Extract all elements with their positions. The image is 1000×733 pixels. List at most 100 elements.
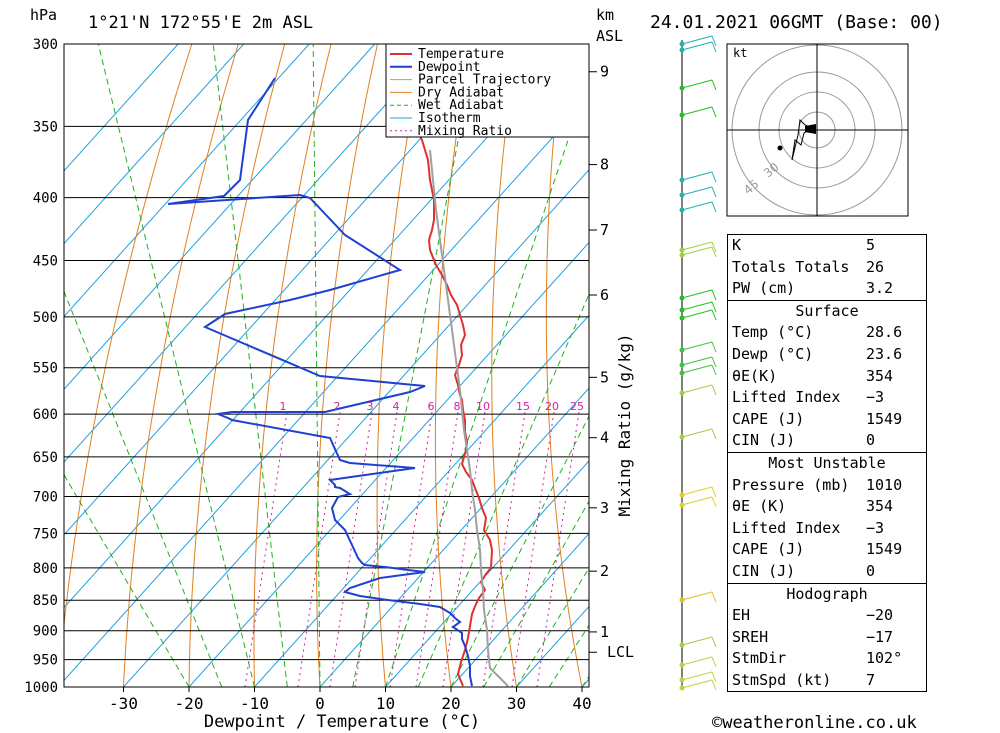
dry-adiabat-line [123, 44, 239, 687]
km-tick-label: 5 [600, 368, 609, 386]
mixing-ratio-label: 20 [545, 400, 559, 413]
dry-adiabat-line [253, 44, 332, 687]
stat-row: Pressure (mb) 1010 [728, 475, 926, 497]
mixing-ratio-line [354, 411, 398, 687]
pressure-tick-label: 900 [33, 624, 58, 640]
barb-shaft [681, 289, 713, 299]
temp-tick-label: 20 [441, 694, 460, 713]
stat-label: CAPE (J) [732, 540, 805, 559]
pressure-tick-label: 350 [33, 119, 58, 135]
mixing-ratio-line [329, 411, 373, 687]
stat-row: Dewp (°C) 23.6 [728, 344, 926, 366]
mixing-ratio-line [415, 411, 459, 687]
mixing-ratio-line [482, 411, 526, 687]
temp-tick-label: 0 [315, 694, 325, 713]
isotherm-line [188, 241, 589, 687]
stat-label: Totals Totals [732, 257, 850, 276]
stat-value: 1549 [866, 409, 903, 428]
mixing-ratio-line [511, 411, 555, 687]
stat-value: 1549 [866, 540, 903, 559]
barb-flag [711, 496, 717, 508]
barb-shaft [681, 41, 713, 51]
barb-flag [711, 171, 717, 183]
temp-tick-label: -10 [240, 694, 269, 713]
stat-label: PW (cm) [732, 279, 796, 298]
km-tick-label: 3 [600, 499, 609, 517]
km-tick-label: 1 [600, 623, 609, 641]
barb-shaft [681, 486, 713, 496]
barb-shaft [681, 679, 713, 689]
mixing-ratio-line [244, 411, 288, 687]
stat-label: StmSpd (kt) [732, 670, 832, 689]
most-unstable-section: Most Unstable Pressure (mb) 1010 θE (K) 35… [727, 451, 927, 583]
temp-tick-label: -20 [175, 694, 204, 713]
km-tick-label: 2 [600, 562, 609, 580]
wet-adiabat-line [385, 75, 589, 687]
stat-value: 26 [866, 257, 885, 276]
barb-flag [711, 356, 717, 368]
pressure-tick-label: 850 [33, 593, 58, 609]
dry-adiabat-line [935, 44, 1000, 687]
stat-value: 102° [866, 649, 903, 668]
pressure-tick-label: 950 [33, 653, 58, 669]
y-axis-title-right: Mixing Ratio (g/kg) [615, 333, 634, 516]
legend-label: Mixing Ratio [418, 124, 512, 139]
stat-row: CAPE (J) 1549 [728, 409, 926, 431]
pressure-tick-label: 750 [33, 526, 58, 542]
stat-value: 354 [866, 497, 894, 516]
stat-row-pw: PW (cm) 3.2 [728, 278, 926, 300]
barb-shaft [681, 35, 713, 45]
stat-value: −17 [866, 627, 894, 646]
stat-value: −3 [866, 388, 885, 407]
km-tick-label: 7 [600, 221, 609, 239]
copyright-label: ©weatheronline.co.uk [712, 713, 917, 733]
barb-flag [711, 679, 717, 691]
barb-flag [711, 341, 717, 353]
stat-row: CAPE (J) 1549 [728, 539, 926, 561]
stat-label: Temp (°C) [732, 323, 814, 342]
barb-flag [711, 186, 717, 198]
location-label: 1°21'N 172°55'E 2m ASL [88, 13, 313, 33]
stat-row-totals: Totals Totals 26 [728, 257, 926, 279]
isotherm-line [64, 96, 589, 682]
section-title: Hodograph [786, 584, 868, 603]
stat-value: 23.6 [866, 344, 903, 363]
barb-flag [711, 591, 717, 603]
barb-flag [711, 636, 717, 648]
hodograph-storm-motion [777, 145, 783, 151]
barb-flag [711, 241, 717, 253]
barb-flag [711, 35, 717, 47]
wet-adiabat-line [97, 44, 255, 687]
barb-shaft [681, 341, 713, 351]
stat-label: K [732, 236, 742, 254]
mixing-ratio-line [389, 411, 433, 687]
hodograph-unit: kt [733, 46, 747, 60]
legend-label: Temperature [418, 47, 504, 62]
asl-unit: ASL [596, 27, 623, 45]
mixing-ratio-label: 15 [516, 400, 530, 413]
parcel-trajectory-line [429, 149, 509, 687]
pressure-tick-label: 800 [33, 561, 58, 577]
isotherm-line [450, 532, 589, 687]
legend-label: Dewpoint [418, 60, 481, 75]
dry-adiabat-line [981, 44, 1000, 687]
mixing-ratio-label: 6 [428, 400, 435, 413]
isotherm-line [64, 44, 507, 536]
barb-shaft [681, 591, 713, 601]
stat-row: θE (K) 354 [728, 496, 926, 518]
stat-label: EH [732, 606, 751, 625]
isotherm-line [64, 44, 310, 318]
stat-label: Dewp (°C) [732, 344, 814, 363]
temp-tick-label: 10 [376, 694, 395, 713]
mixing-ratio-label: 2 [334, 400, 341, 413]
barb-flag [711, 384, 717, 396]
barb-shaft [681, 171, 713, 181]
stat-label: SREH [732, 627, 769, 646]
legend-label: Dry Adiabat [418, 85, 504, 100]
barb-shaft [681, 364, 713, 374]
barb-shaft [681, 384, 713, 394]
stat-row: SREH −17 [728, 627, 926, 649]
barb-flag [711, 656, 717, 668]
